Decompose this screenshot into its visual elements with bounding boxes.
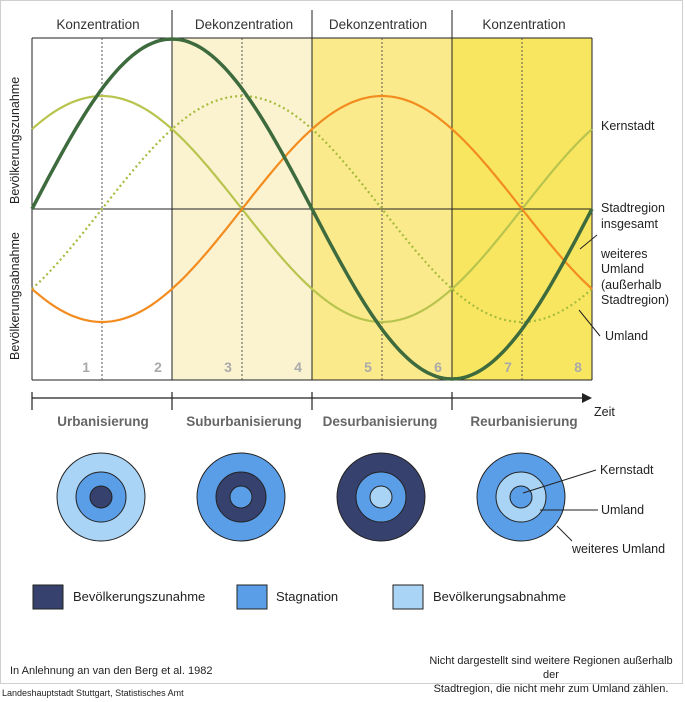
right-note: Nicht dargestellt sind weitere Regionen … xyxy=(420,654,682,696)
footer-credit: Landeshauptstadt Stuttgart, Statistische… xyxy=(2,688,184,698)
stage-label-3: Desurbanisierung xyxy=(323,414,438,429)
y-label-lower: Bevölkerungsabnahme xyxy=(8,232,22,360)
ring-label-umland: Umland xyxy=(601,503,644,517)
ring-urbanisierung xyxy=(56,452,146,542)
stage-label-2: Suburbanisierung xyxy=(186,414,302,429)
right-note-line-1: Nicht dargestellt sind weitere Regionen … xyxy=(429,655,673,681)
phase-label-1: Konzentration xyxy=(56,17,139,32)
legend-swatch-zunahme xyxy=(32,584,64,610)
curve-umland xyxy=(31,94,593,324)
label-weiteres-4: Stadtregion) xyxy=(601,293,669,307)
label-stadtregion-2: insgesamt xyxy=(601,217,658,231)
y-label-upper: Bevölkerungszunahme xyxy=(8,77,22,204)
legend-swatch-abnahme xyxy=(392,584,424,610)
label-weiteres-3: (außerhalb xyxy=(601,278,661,292)
label-umland: Umland xyxy=(605,329,648,343)
phase-label-4: Konzentration xyxy=(482,17,565,32)
legend-swatch-stagnation xyxy=(236,584,268,610)
label-weiteres-1: weiteres xyxy=(600,247,648,261)
ring-label-weiteres: weiteres Umland xyxy=(571,542,665,556)
ring-label-kernstadt: Kernstadt xyxy=(600,463,654,477)
legend-label-stagnation: Stagnation xyxy=(276,589,338,604)
phase-number: 5 xyxy=(364,359,372,375)
curve-stadtregion xyxy=(30,37,594,381)
ring-reurbanisierung xyxy=(476,452,566,542)
phase-number: 3 xyxy=(224,359,232,375)
phase-number: 4 xyxy=(294,359,302,375)
phase-number: 7 xyxy=(504,359,512,375)
phase-number: 2 xyxy=(154,359,162,375)
source-note: In Anlehnung an van den Berg et al. 1982 xyxy=(10,665,213,677)
phase-number: 6 xyxy=(434,359,442,375)
legend-label-abnahme: Bevölkerungsabnahme xyxy=(433,589,566,604)
stage-label-4: Reurbanisierung xyxy=(470,414,577,429)
x-axis-label: Zeit xyxy=(594,405,615,419)
label-kernstadt: Kernstadt xyxy=(601,119,655,133)
phase-label-3: Dekonzentration xyxy=(329,17,427,32)
legend-label-zunahme: Bevölkerungszunahme xyxy=(73,589,205,604)
phase-number: 8 xyxy=(574,359,582,375)
ring-suburbanisierung xyxy=(196,452,286,542)
ring-desurbanisierung xyxy=(336,452,426,542)
curve-kernstadt xyxy=(31,94,593,324)
time-axis xyxy=(31,392,584,410)
axis-arrow-icon xyxy=(582,393,592,403)
label-stadtregion-1: Stadtregion xyxy=(601,201,665,215)
label-weiteres-2: Umland xyxy=(601,262,644,276)
phase-number: 1 xyxy=(82,359,90,375)
stage-label-1: Urbanisierung xyxy=(57,414,149,429)
phase-label-2: Dekonzentration xyxy=(195,17,293,32)
right-note-line-2: Stadtregion, die nicht mehr zum Umland z… xyxy=(433,683,669,695)
